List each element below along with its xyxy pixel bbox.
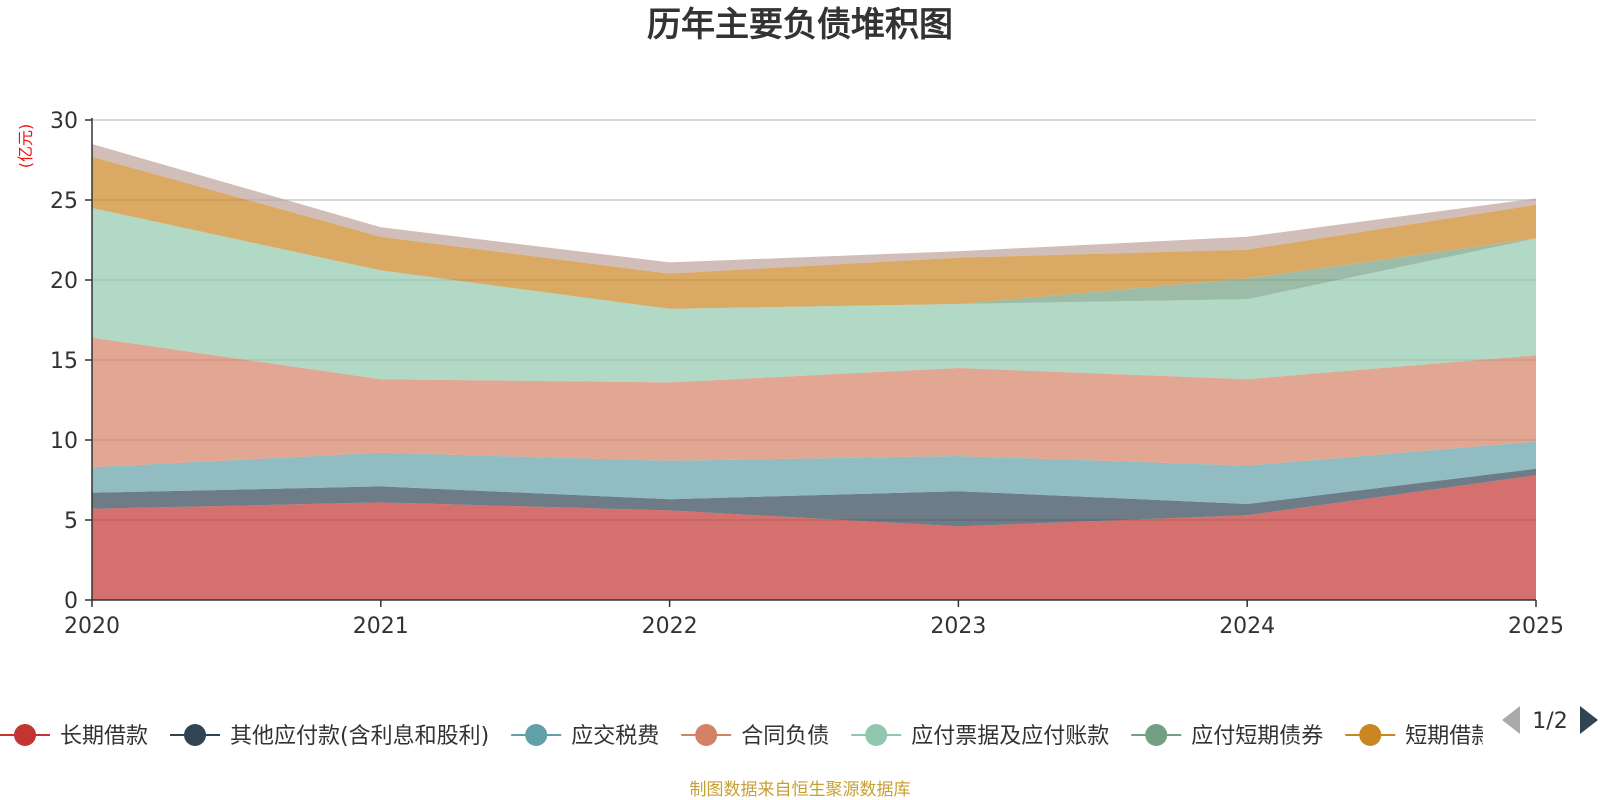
legend-page-indicator: 1/2 bbox=[1532, 709, 1567, 734]
legend-item[interactable]: 其他应付款(含利息和股利) bbox=[170, 724, 489, 749]
legend-pager: 1/2 bbox=[1502, 706, 1598, 734]
y-tick-label: 30 bbox=[50, 109, 78, 134]
area-series-4 bbox=[92, 208, 1536, 383]
legend-label: 合同负债 bbox=[741, 724, 829, 749]
legend-item[interactable]: 短期借款 bbox=[1345, 724, 1493, 749]
x-tick-label: 2021 bbox=[353, 614, 409, 639]
legend-label: 长期借款 bbox=[60, 724, 148, 749]
legend-circle-marker bbox=[695, 724, 718, 746]
x-tick-label: 2025 bbox=[1508, 614, 1564, 639]
legend-label: 应交税费 bbox=[571, 724, 659, 749]
legend-label: 应付短期债券 bbox=[1191, 724, 1323, 749]
y-axis-ticks: 0 5 10 15 20 25 30 bbox=[50, 109, 92, 614]
x-tick-label: 2023 bbox=[930, 614, 986, 639]
area-series-6 bbox=[92, 156, 1536, 309]
triangle-left-icon[interactable] bbox=[1502, 706, 1520, 734]
data-source-note: 制图数据来自恒生聚源数据库 bbox=[690, 780, 911, 800]
y-tick-label: 15 bbox=[50, 349, 78, 374]
legend-label: 短期借款 bbox=[1405, 724, 1493, 749]
legend-circle-marker bbox=[865, 724, 888, 746]
legend-circle-marker bbox=[184, 724, 207, 746]
area-series-3 bbox=[92, 337, 1536, 468]
x-tick-label: 2020 bbox=[64, 614, 120, 639]
x-tick-label: 2024 bbox=[1219, 614, 1275, 639]
legend-circle-marker bbox=[1359, 724, 1382, 746]
legend-item[interactable]: 应交税费 bbox=[511, 724, 659, 749]
legend-label: 其他应付款(含利息和股利) bbox=[230, 724, 489, 749]
legend-item[interactable]: 合同负债 bbox=[681, 724, 829, 749]
legend-items: 长期借款 其他应付款(含利息和股利) 应交税费 合同负债 应付票据及应付账款 应付短期债券… bbox=[0, 724, 1493, 749]
legend: 长期借款 其他应付款(含利息和股利) 应交税费 合同负债 应付票据及应付账款 应付短期债券… bbox=[0, 724, 1493, 749]
legend-circle-marker bbox=[525, 724, 548, 746]
legend-item[interactable]: 应付短期债券 bbox=[1131, 724, 1323, 749]
x-tick-label: 2022 bbox=[642, 614, 698, 639]
area-series-7 bbox=[92, 144, 1536, 274]
triangle-right-icon[interactable] bbox=[1580, 706, 1598, 734]
y-axis-unit-label: (亿元) bbox=[16, 124, 35, 169]
area-series-1 bbox=[92, 468, 1536, 527]
area-series-0 bbox=[92, 475, 1536, 600]
chart-title: 历年主要负债堆积图 bbox=[647, 5, 953, 45]
y-tick-label: 0 bbox=[64, 589, 78, 614]
y-tick-label: 5 bbox=[64, 509, 78, 534]
legend-item[interactable]: 长期借款 bbox=[0, 724, 148, 749]
area-series-2 bbox=[92, 441, 1536, 504]
y-tick-label: 25 bbox=[50, 189, 78, 214]
legend-circle-marker bbox=[14, 724, 36, 746]
legend-label: 应付票据及应付账款 bbox=[911, 724, 1109, 749]
x-axis-ticks: 2020 2021 2022 2023 2024 2025 bbox=[64, 600, 1564, 639]
stacked-areas bbox=[92, 144, 1536, 600]
y-tick-label: 10 bbox=[50, 429, 78, 454]
y-tick-label: 20 bbox=[50, 269, 78, 294]
legend-circle-marker bbox=[1145, 724, 1168, 746]
legend-item[interactable]: 应付票据及应付账款 bbox=[851, 724, 1109, 749]
